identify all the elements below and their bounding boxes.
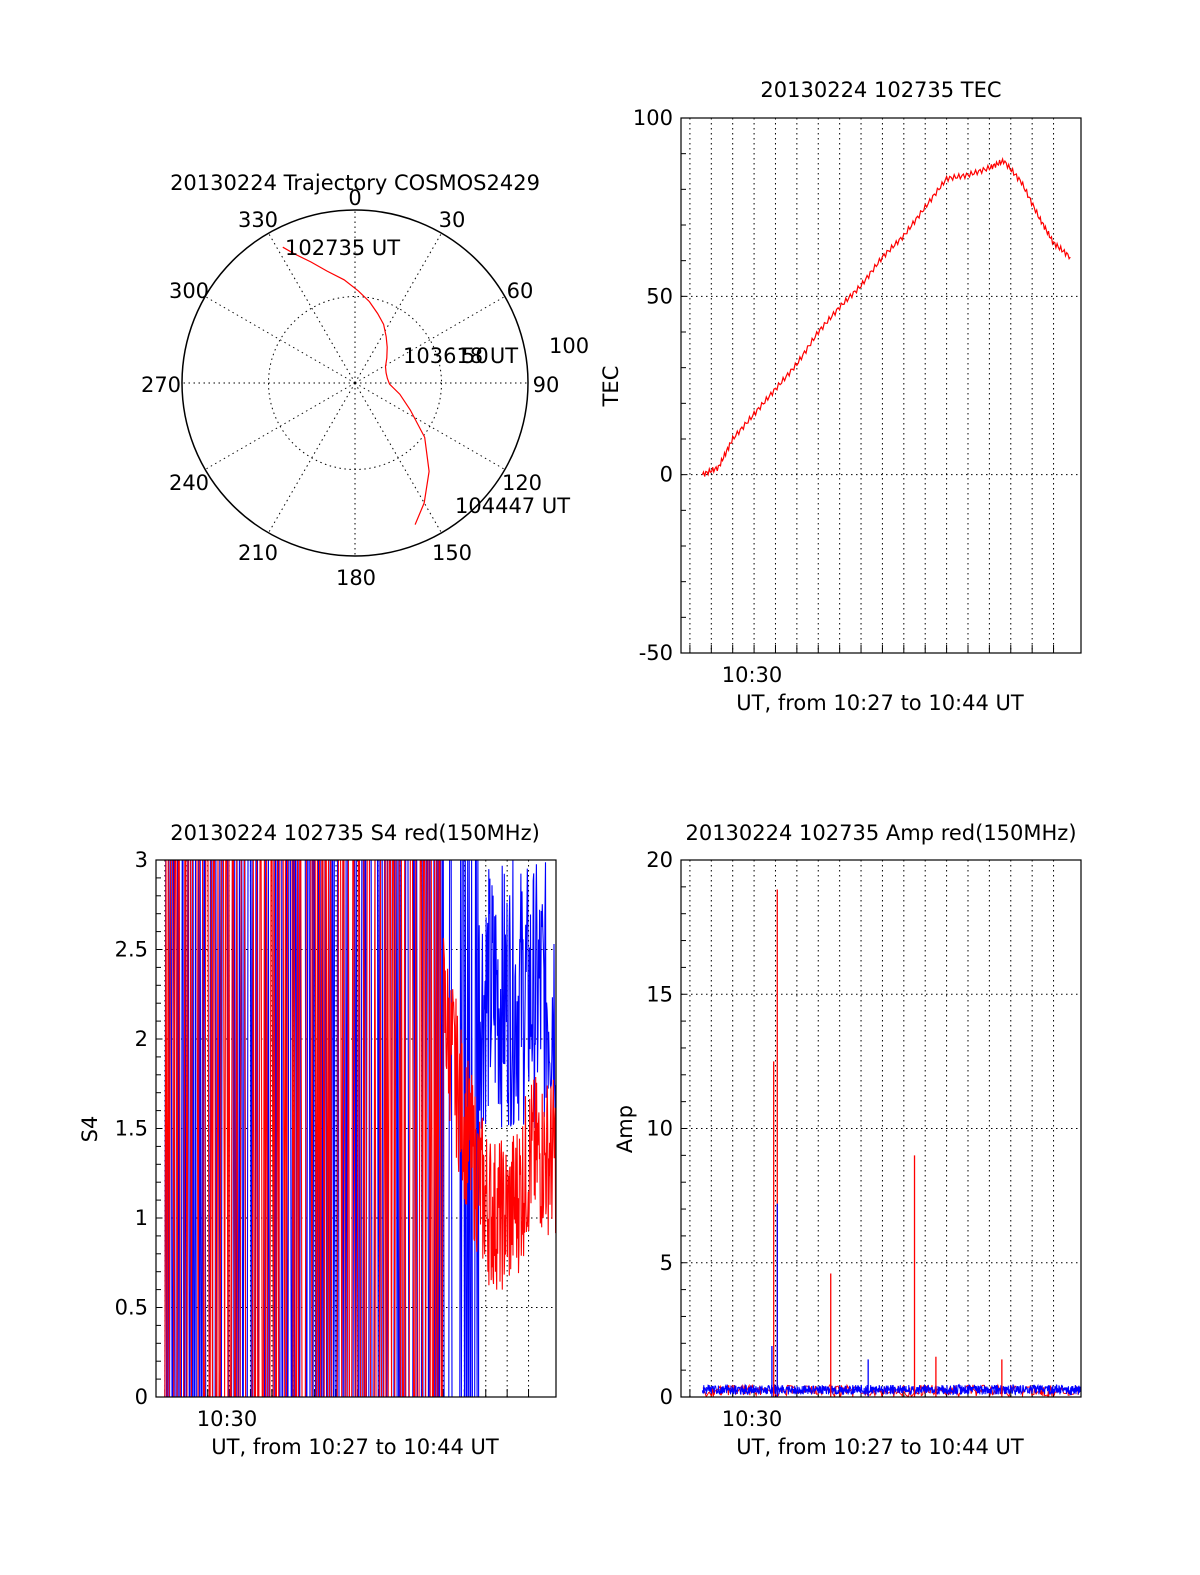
- polar-spoke: [268, 232, 356, 384]
- amp-ytick-label: 15: [646, 982, 673, 1006]
- amp-blue-baseline: [701, 1383, 1081, 1396]
- amp-xlabel: UT, from 10:27 to 10:44 UT: [736, 1435, 1024, 1459]
- tec-frame: [680, 117, 1082, 654]
- s4-frame: [155, 859, 557, 1398]
- polar-azimuth-label: 60: [507, 279, 534, 303]
- polar-radius-label-50: 50: [462, 344, 489, 368]
- polar-azimuth-label: 120: [502, 471, 542, 495]
- s4-y-ticks: 0 0.5 1 1.5 2 2.5 3: [115, 848, 148, 1409]
- s4-title: 20130224 102735 S4 red(150MHz): [170, 821, 540, 845]
- amp-xtick-label: 10:30: [722, 1407, 783, 1431]
- polar-spoke: [268, 382, 356, 534]
- amp-title: 20130224 102735 Amp red(150MHz): [685, 821, 1076, 845]
- tec-ytick-label: 0: [660, 463, 673, 487]
- polar-azimuth-label: 90: [533, 373, 560, 397]
- polar-grid: [182, 210, 528, 556]
- tec-ytick-label: -50: [639, 641, 673, 665]
- polar-azimuth-label: 240: [169, 471, 209, 495]
- polar-start-label: 102735 UT: [285, 236, 400, 260]
- s4-ytick-label: 2: [135, 1027, 148, 1051]
- amp-ytick-label: 0: [660, 1385, 673, 1409]
- amp-ytick-label: 5: [660, 1251, 673, 1275]
- s4-ytick-label: 1: [135, 1206, 148, 1230]
- s4-blue-series: [164, 860, 556, 1397]
- tec-ytick-label: 50: [646, 284, 673, 308]
- polar-spoke: [204, 382, 356, 470]
- polar-radius-label-100: 100: [549, 334, 589, 358]
- polar-azimuth-label: 150: [432, 541, 472, 565]
- tec-xlabel: UT, from 10:27 to 10:44 UT: [736, 691, 1024, 715]
- polar-azimuth-labels: 0 30 60 90 120 150 180 210 240 270 300 330: [141, 186, 559, 590]
- amp-y-ticks: 0 5 10 15 20: [646, 848, 673, 1409]
- tec-y-ticks: -50 0 50 100: [633, 106, 673, 665]
- amp-chart: 20130224 102735 Amp red(150MHz) 0 5 10 15 20…: [613, 821, 1082, 1459]
- polar-azimuth-label: 0: [348, 186, 361, 210]
- polar-spoke: [204, 296, 356, 384]
- s4-ytick-label: 0: [135, 1385, 148, 1409]
- s4-red-series: [164, 860, 556, 1397]
- tec-ylabel: TEC: [599, 366, 623, 408]
- s4-series: [164, 860, 556, 1397]
- polar-azimuth-label: 270: [141, 373, 181, 397]
- amp-ytick-label: 10: [646, 1117, 673, 1141]
- polar-mid-label: 103618 UT: [403, 344, 518, 368]
- s4-chart: 20130224 102735 S4 red(150MHz) 0 0.5 1 1.5 2…: [78, 821, 557, 1459]
- amp-grid: [681, 859, 1081, 1398]
- tec-title: 20130224 102735 TEC: [760, 78, 1001, 102]
- tec-grid: [681, 117, 1081, 654]
- s4-ytick-label: 1.5: [115, 1117, 148, 1141]
- polar-outer-circle: [181, 209, 529, 557]
- amp-series: [701, 889, 1081, 1397]
- polar-chart: 20130224 Trajectory COSMOS2429 0 30 60 90 12…: [141, 171, 589, 590]
- polar-spoke: [354, 382, 506, 470]
- polar-azimuth-label: 300: [169, 279, 209, 303]
- amp-ytick-label: 20: [646, 848, 673, 872]
- s4-ytick-label: 2.5: [115, 938, 148, 962]
- s4-ylabel: S4: [78, 1116, 102, 1143]
- s4-ytick-label: 3: [135, 848, 148, 872]
- polar-spoke: [354, 382, 442, 534]
- s4-xlabel: UT, from 10:27 to 10:44 UT: [211, 1435, 499, 1459]
- s4-ytick-label: 0.5: [115, 1296, 148, 1320]
- polar-azimuth-label: 180: [336, 566, 376, 590]
- polar-spoke: [354, 232, 442, 384]
- tec-ytick-label: 100: [633, 106, 673, 130]
- s4-xtick-label: 10:30: [197, 1407, 258, 1431]
- tec-series-line: [701, 156, 1071, 477]
- polar-end-label: 104447 UT: [455, 494, 570, 518]
- polar-trajectory: [282, 246, 430, 525]
- polar-spoke: [354, 296, 506, 384]
- polar-azimuth-label: 330: [238, 208, 278, 232]
- amp-ylabel: Amp: [613, 1105, 637, 1153]
- polar-azimuth-label: 30: [439, 208, 466, 232]
- tec-xtick-label: 10:30: [722, 663, 783, 687]
- amp-frame: [680, 859, 1082, 1398]
- polar-title: 20130224 Trajectory COSMOS2429: [170, 171, 540, 195]
- polar-azimuth-label: 210: [238, 541, 278, 565]
